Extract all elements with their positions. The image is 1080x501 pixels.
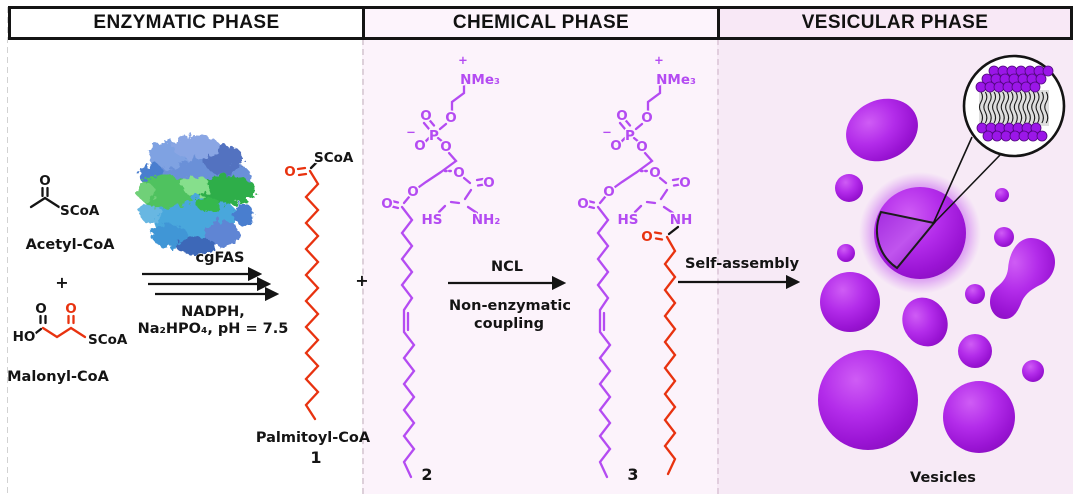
lipid3-o-sn2-carbonyl: O [679,175,690,191]
lipid3-nh: NH [670,212,693,228]
lipid3-charge-minus: − [602,125,612,139]
acetyl-coa-label: Acetyl-CoA [26,237,116,253]
conditions-line2: Na₂HPO₄, pH = 7.5 [138,321,289,337]
vesicle [994,227,1014,247]
lipid3-o-dbl: O [616,108,627,124]
vesicle [846,98,918,162]
vesicle-peanut [990,238,1055,319]
header-chemical-label: CHEMICAL PHASE [452,12,630,33]
malonyl-coa-label: Malonyl-CoA [7,369,110,385]
lipid2-charge-minus: − [406,125,416,139]
lipid3-o-minus: O [610,138,621,154]
acetyl-coa-structure: O SCoA Acetyl-CoA [26,172,116,254]
malonyl-coa-structure: HO O O SCoA Malonyl-CoA [7,300,129,386]
malonyl-o1-label: O [35,301,46,317]
lipid2-o-sn1-carbonyl: O [381,196,392,212]
cgfas-protein-model [137,135,256,255]
header-enzymatic-label: ENZYMATIC PHASE [93,12,280,33]
lipid-2-skeleton [390,80,486,479]
lipid-3-extra [653,225,680,476]
header-vesicular-label: VESICULAR PHASE [801,12,989,33]
vesicle [943,381,1015,453]
vesicle [820,272,880,332]
lipid2-o-minus: O [414,138,425,154]
inset-connector-lines [932,136,1002,225]
palmitoyl-coa-structure: SCoA O Palmitoyl-CoA 1 [256,149,371,468]
lipid2-hs: HS [421,212,442,228]
vesicle [1022,360,1044,382]
palmitoyl-scoa-label: SCoA [314,150,354,166]
acetyl-o-label: O [39,173,50,189]
lipid2-o-dbl: O [420,108,431,124]
lipid2-o-sn2-carbonyl: O [483,175,494,191]
lipid-3-atom-labels: + NMe₃ O O P − O O O O O O HS NH O 3 [576,52,698,485]
lipid2-p: P [429,128,439,144]
malonyl-ho-label: HO [13,329,36,345]
vesicle [835,174,863,202]
lipid2-nme3: NMe₃ [460,72,500,88]
panel-enzymatic [8,39,362,494]
coupling-label: coupling [474,316,544,332]
plus-sign-enzymatic: + [55,273,68,292]
bilayer-inset [962,54,1066,158]
vesicle [995,188,1009,202]
lipid2-o-choline: O [445,110,456,126]
vesicle-wedge-cut [876,210,936,270]
plus-sign-boundary: + [355,271,368,290]
cgfas-label: cgFAS [196,250,245,266]
lipid3-o-sn1-carbonyl: O [577,196,588,212]
lipid3-o-amide: O [641,229,652,245]
panel-chemical [362,39,717,494]
ncl-label: NCL [491,259,523,275]
compound-1-number: 1 [310,448,321,467]
reaction-arrows-cgfas [142,266,280,302]
bilayer-tails [978,91,1049,124]
vesicle [902,297,948,347]
lipid2-o-below-p: O [440,139,451,155]
vesicles-illustration: Vesicles [818,54,1066,486]
vesicle [818,350,918,450]
lipid3-nme3: NMe₃ [656,72,696,88]
lipid3-charge-plus: + [654,53,664,67]
palmitoyl-o-label: O [284,164,295,180]
lipid3-p: P [625,128,635,144]
self-assembly-reaction: Self-assembly [678,256,801,290]
lipid-2-atom-labels: + NMe₃ O O P − O O O O O O HS NH₂ 2 [380,52,502,485]
self-assembly-label: Self-assembly [685,256,800,272]
compound-3-number: 3 [627,465,638,484]
lipid3-o-below-p: O [636,139,647,155]
lipid2-o-sn2: O [453,165,464,181]
acetyl-scoa-label: SCoA [60,203,100,219]
malonyl-scoa-label: SCoA [88,332,128,348]
compound-2-number: 2 [421,465,432,484]
header-chemical-phase: CHEMICAL PHASE [362,6,720,40]
vesicles-caption: Vesicles [910,470,976,486]
vesicle [837,244,855,262]
lipid3-o-sn2: O [649,165,660,181]
palmitoyl-coa-label: Palmitoyl-CoA [256,430,371,446]
bilayer-head-groups [975,65,1054,142]
vesicle [965,284,985,304]
lipid3-hs: HS [617,212,638,228]
lipid2-o-sn1: O [407,184,418,200]
vesicle [958,334,992,368]
header-vesicular-phase: VESICULAR PHASE [717,6,1073,40]
lipid2-charge-plus: + [458,53,468,67]
lipid3-o-sn1: O [603,184,614,200]
non-enzymatic-label: Non-enzymatic [449,298,571,314]
conditions-line1: NADPH, [181,304,245,320]
lipid3-o-choline: O [641,110,652,126]
lipid2-nh2: NH₂ [472,212,501,228]
header-enzymatic-phase: ENZYMATIC PHASE [8,6,365,40]
malonyl-o2-label: O [65,301,76,317]
ncl-reaction: NCL Non-enzymatic coupling [448,259,571,332]
